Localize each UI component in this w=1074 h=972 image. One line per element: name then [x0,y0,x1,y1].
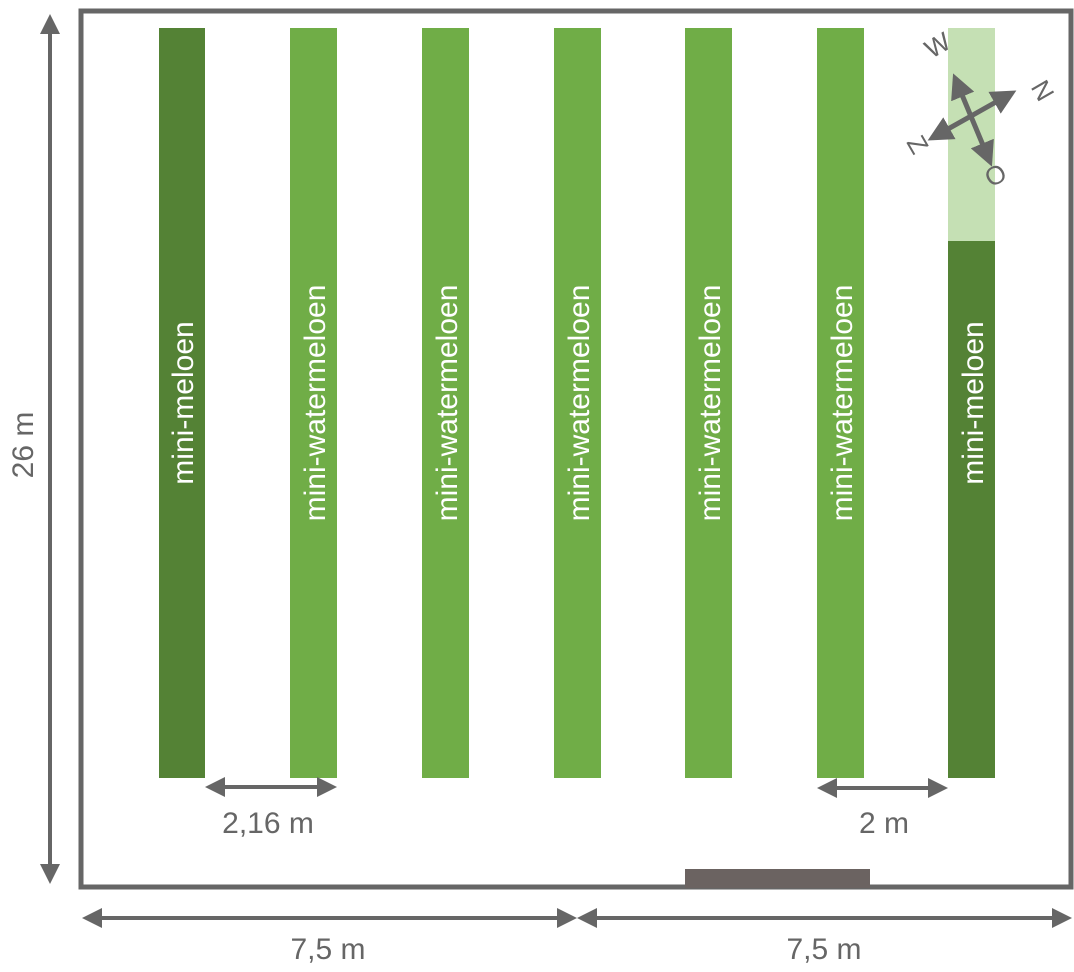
height-dimension-label: 26 m [7,412,40,479]
compass-west-east-arrow [951,73,994,167]
field-outline [78,8,1074,890]
row-label: mini-watermeloen [431,285,464,522]
row-label: mini-meloen [957,321,990,484]
crop-row: mini-watermeloen [290,28,337,778]
row-bar-pale-section [948,28,995,242]
row-label: mini-meloen [167,321,200,484]
row-spacing-label: 2,16 m [222,807,314,840]
row-bar [685,28,732,778]
row-bar [817,28,864,778]
row-label: mini-watermeloen [826,285,859,522]
row-bar [554,28,601,778]
crop-row: mini-meloen [948,28,995,778]
crop-row: mini-watermeloen [422,28,469,778]
crop-row: mini-watermeloen [554,28,601,778]
row-label: mini-watermeloen [299,285,332,522]
last-spacing-label: 2 m [859,807,909,840]
compass-north-letter: N [1025,75,1060,106]
row-label: mini-watermeloen [563,285,596,522]
width-right-label: 7,5 m [786,933,861,966]
door-marker [685,869,870,888]
crop-row: mini-watermeloen [817,28,864,778]
crop-row: mini-watermeloen [685,28,732,778]
row-bar [159,28,205,778]
crop-rows: mini-meloen mini-watermeloen mini-waterm… [159,28,995,778]
crop-row: mini-meloen [159,28,205,778]
row-bar [290,28,337,778]
compass-south-letter: Z [901,130,935,159]
row-bar [948,241,995,778]
row-label: mini-watermeloen [694,285,727,522]
width-left-label: 7,5 m [290,933,365,966]
row-bar [422,28,469,778]
